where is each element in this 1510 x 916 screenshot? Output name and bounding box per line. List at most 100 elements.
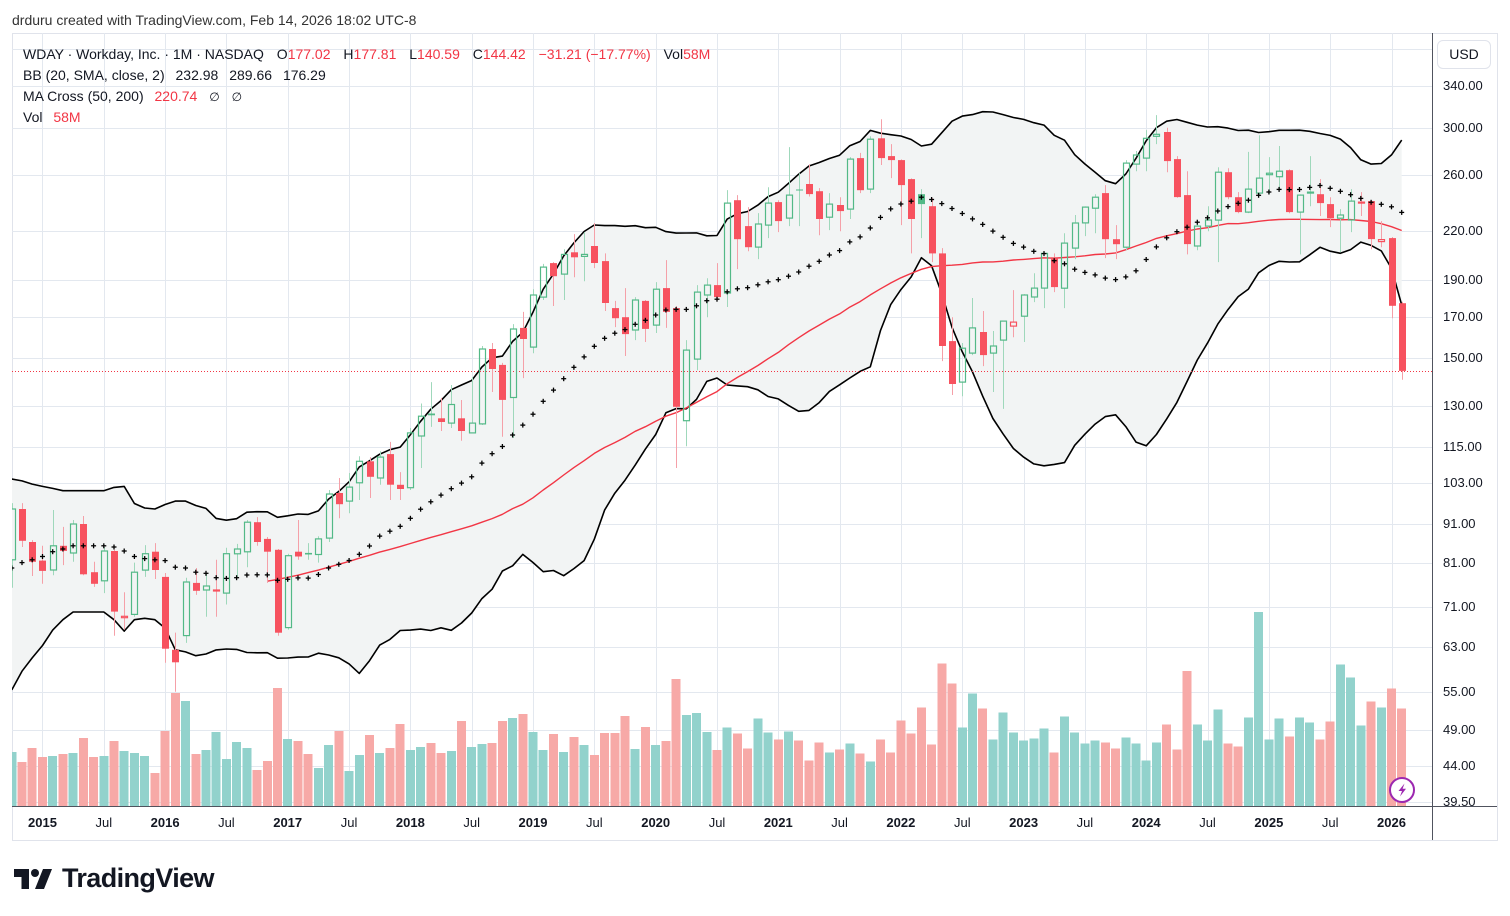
volume-bar	[211, 732, 221, 806]
bb-band-fill	[12, 111, 1402, 690]
bb-basis-mark	[275, 577, 280, 583]
volume-bar	[906, 733, 916, 806]
candle	[1020, 294, 1029, 342]
bb-basis-mark	[29, 557, 35, 563]
volume-bar	[824, 752, 834, 806]
bb-basis-mark	[612, 330, 618, 336]
bb-basis-mark	[1102, 275, 1108, 281]
volume-bar	[589, 755, 599, 806]
candle	[1336, 209, 1345, 253]
price-tick-label: 71.00	[1443, 598, 1476, 614]
bb-basis-mark	[40, 554, 45, 559]
candle	[1152, 115, 1161, 145]
candle	[806, 164, 813, 197]
bb-basis-mark	[111, 544, 117, 550]
candle-body	[193, 582, 200, 591]
candle	[999, 320, 1008, 409]
candle-body	[1255, 177, 1264, 194]
time-axis[interactable]: 2015 Jul 2016 Jul 2017 Jul 2018 Jul 2019 Jul 2020 J…	[12, 807, 1432, 840]
bb-basis-mark	[203, 570, 209, 576]
candle-body	[182, 581, 191, 637]
volume-bar	[446, 750, 456, 806]
volume-bar	[1070, 732, 1080, 806]
candle	[336, 478, 343, 519]
bb-basis-mark	[918, 194, 924, 200]
volume-bar	[722, 727, 732, 806]
bb-basis-mark	[1389, 204, 1394, 210]
price-tick-label: 150.00	[1443, 350, 1483, 366]
bb-basis-mark	[428, 499, 434, 505]
candle-body	[673, 308, 680, 407]
candle-body	[1113, 239, 1120, 245]
candle	[989, 331, 998, 392]
candle	[949, 317, 956, 395]
bb-basis-mark	[459, 480, 464, 486]
legend-volume: Vol58M	[664, 46, 711, 62]
candle	[1399, 301, 1406, 380]
currency-button[interactable]: USD	[1437, 40, 1491, 69]
price-tick-label: 81.00	[1443, 555, 1476, 570]
candle-body	[539, 266, 548, 298]
candle	[939, 248, 946, 362]
time-tick-label-year: 2023	[1009, 815, 1039, 830]
candle	[222, 547, 231, 605]
legend-low-label: L	[409, 46, 418, 62]
volume-bar	[508, 718, 518, 806]
volume-bar	[324, 745, 334, 806]
volume-bar	[763, 732, 773, 806]
candle-body	[397, 484, 404, 489]
candle-body	[1081, 206, 1090, 224]
candle	[612, 300, 619, 328]
volume-bar	[712, 750, 722, 806]
candle	[182, 577, 191, 643]
time-tick-label-month: Jul	[218, 815, 235, 830]
bb-basis-mark	[1286, 187, 1292, 193]
candle	[1091, 194, 1100, 234]
lightning-bolt-icon[interactable]	[1389, 777, 1415, 803]
candle	[837, 197, 844, 232]
candle-body	[775, 202, 782, 222]
candle-body	[837, 205, 844, 212]
candle	[1122, 160, 1131, 251]
bb-basis-mark	[581, 354, 587, 360]
volume-bar	[640, 727, 650, 806]
candle-body	[222, 553, 231, 594]
candle	[539, 263, 548, 300]
volume-bar	[334, 731, 344, 806]
candle-body	[825, 203, 834, 218]
volume-bar	[426, 743, 436, 806]
volume-bar	[1162, 724, 1172, 806]
price-tick-label: 49.00	[1443, 722, 1476, 738]
candle	[825, 193, 834, 231]
price-tick-label: 220.00	[1443, 222, 1483, 238]
volume-bar	[436, 752, 446, 806]
bb-basis-mark	[551, 387, 556, 393]
candle	[1368, 200, 1375, 250]
volume-bar	[1141, 760, 1151, 806]
candle-body	[754, 223, 763, 248]
candle	[355, 456, 364, 500]
volume-bar	[313, 767, 323, 806]
bb-basis-mark	[469, 474, 475, 480]
candle-body	[888, 156, 895, 161]
candle-body	[243, 521, 252, 553]
price-chart-plot[interactable]	[12, 33, 1432, 806]
candle	[387, 441, 394, 500]
volume-bar	[1049, 752, 1059, 806]
candle	[12, 503, 17, 588]
bb-basis-mark	[1092, 272, 1098, 278]
vol-study-value: 58M	[53, 109, 81, 125]
candle	[734, 195, 741, 270]
price-axis[interactable]: 340.00 300.00 260.00 220.00 190.00 170.00 150.…	[1433, 33, 1496, 806]
candle	[243, 520, 252, 568]
legend-bollinger-bands: BB (20, SMA, close, 2) 232.98 289.66 176…	[23, 65, 710, 86]
candle	[1255, 135, 1264, 196]
bb-basis-mark	[80, 543, 86, 549]
candle-body	[1357, 201, 1366, 204]
candle	[622, 288, 629, 356]
bb-basis-mark	[673, 306, 679, 312]
candle-body	[1399, 303, 1406, 371]
bb-basis-mark	[642, 317, 648, 323]
candle-body	[130, 571, 139, 616]
volume-bar	[344, 771, 354, 806]
